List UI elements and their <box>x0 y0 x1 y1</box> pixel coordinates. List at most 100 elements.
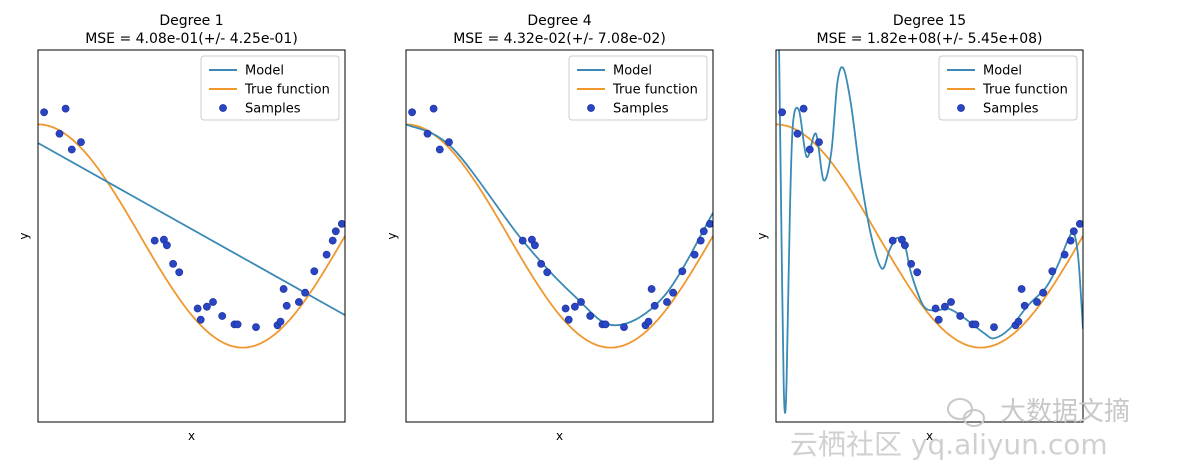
sample-point <box>644 317 653 326</box>
legend-samples: Samples <box>219 102 301 117</box>
sample-point <box>150 236 159 245</box>
legend-true-function-label: True function <box>244 83 330 98</box>
chart-subtitle: MSE = 1.82e+08(+/- 5.45e+08) <box>817 31 1043 47</box>
sample-point <box>1033 298 1041 306</box>
sample-point <box>193 304 202 313</box>
legend: Model True function Samples <box>938 55 1078 121</box>
sample-point <box>218 312 227 320</box>
sample-point <box>301 288 309 297</box>
legend-model-label: Model <box>613 64 652 79</box>
legend-samples: Samples <box>957 102 1039 117</box>
sample-point <box>276 317 285 326</box>
x-axis-label: x <box>188 429 195 443</box>
sample-point <box>435 145 444 154</box>
sample-point <box>328 236 337 245</box>
axes-frame <box>405 49 714 423</box>
legend-model: Model <box>947 64 1022 79</box>
true-function-line <box>776 123 1083 349</box>
sample-point <box>571 302 579 311</box>
sample-point <box>888 236 897 245</box>
legend-model: Model <box>209 64 284 79</box>
chart-panel-2: Degree 4 MSE = 4.32e-02(+/- 7.08e-02) x y Mo… <box>385 13 714 443</box>
legend-samples: Samples <box>587 102 669 117</box>
sample-point <box>196 315 205 324</box>
sample-point <box>678 267 687 276</box>
sample-point <box>294 298 303 306</box>
legend-model-label: Model <box>245 64 284 79</box>
y-axis-label: y <box>17 232 31 239</box>
sample-point <box>564 315 573 324</box>
sample-point <box>690 250 699 259</box>
watermark-line1: 大数据文摘 <box>1000 397 1130 427</box>
sample-point <box>620 323 628 331</box>
sample-point <box>947 298 955 306</box>
sample-point <box>40 108 48 117</box>
sample-point <box>1066 236 1075 245</box>
sample-point <box>805 145 814 154</box>
legend-model: Model <box>577 64 652 79</box>
sample-point <box>162 241 171 250</box>
sample-point <box>331 227 340 236</box>
legend: Model True function Samples <box>568 55 708 121</box>
sample-point <box>61 104 70 113</box>
sample-point <box>706 220 713 228</box>
sample-point <box>233 320 242 329</box>
sample-point <box>1039 288 1047 297</box>
plot-area <box>776 50 1083 414</box>
sample-point <box>1060 250 1069 259</box>
legend: Model True function Samples <box>200 55 340 121</box>
sample-point <box>699 227 708 236</box>
axes-frame <box>775 49 1084 423</box>
sample-point <box>55 129 64 138</box>
legend-samples-label: Samples <box>245 102 301 117</box>
chart-subtitle: MSE = 4.08e-01(+/- 4.25e-01) <box>85 31 298 47</box>
sample-point <box>647 285 656 293</box>
legend-true-function-label: True function <box>612 83 698 98</box>
legend-true-function: True function <box>577 83 698 98</box>
sample-point <box>282 301 291 310</box>
chart-title: Degree 4 <box>527 13 591 29</box>
sample-point <box>169 259 177 268</box>
chart-title: Degree 15 <box>893 13 966 29</box>
sample-point <box>1069 227 1078 236</box>
sample-point <box>408 108 416 117</box>
sample-point <box>907 259 915 268</box>
sample-point <box>77 138 85 146</box>
legend-samples-swatch <box>587 104 595 112</box>
sample-point <box>1014 317 1023 326</box>
sample-point <box>990 323 998 331</box>
sample-point <box>423 129 432 138</box>
sample-point <box>537 259 545 268</box>
sample-point <box>663 298 671 306</box>
chart-panel-3: Degree 15 MSE = 1.82e+08(+/- 5.45e+08) x y M… <box>755 13 1084 443</box>
sample-point <box>669 288 677 297</box>
x-axis-label: x <box>926 429 933 443</box>
true-function-line <box>406 123 713 349</box>
sample-point <box>696 236 705 245</box>
sample-point <box>175 268 184 277</box>
sample-point <box>209 298 217 306</box>
sample-point <box>941 302 949 311</box>
sample-point <box>1017 285 1026 293</box>
sample-point <box>650 301 659 310</box>
sample-point <box>815 138 823 146</box>
sample-point <box>338 220 345 228</box>
watermark: 大数据文摘 云栖社区 yq.aliyun.com <box>790 397 1130 461</box>
model-line <box>406 123 713 327</box>
x-axis-label: x <box>556 429 563 443</box>
legend-samples-label: Samples <box>983 102 1039 117</box>
plot-area <box>38 104 345 349</box>
wechat-icon <box>947 398 985 427</box>
chart-panel-1: Degree 1 MSE = 4.08e-01(+/- 4.25e-01) x y Mo… <box>17 13 346 443</box>
sample-point <box>793 129 802 138</box>
sample-point <box>67 145 76 154</box>
sample-point <box>531 241 539 250</box>
sample-point <box>778 108 786 117</box>
sample-point <box>445 138 453 146</box>
sample-point <box>310 267 319 276</box>
true-function-line <box>38 123 345 349</box>
sample-point <box>577 298 585 306</box>
chart-title: Degree 1 <box>159 13 223 29</box>
sample-point <box>956 312 965 320</box>
sample-point <box>543 268 552 277</box>
